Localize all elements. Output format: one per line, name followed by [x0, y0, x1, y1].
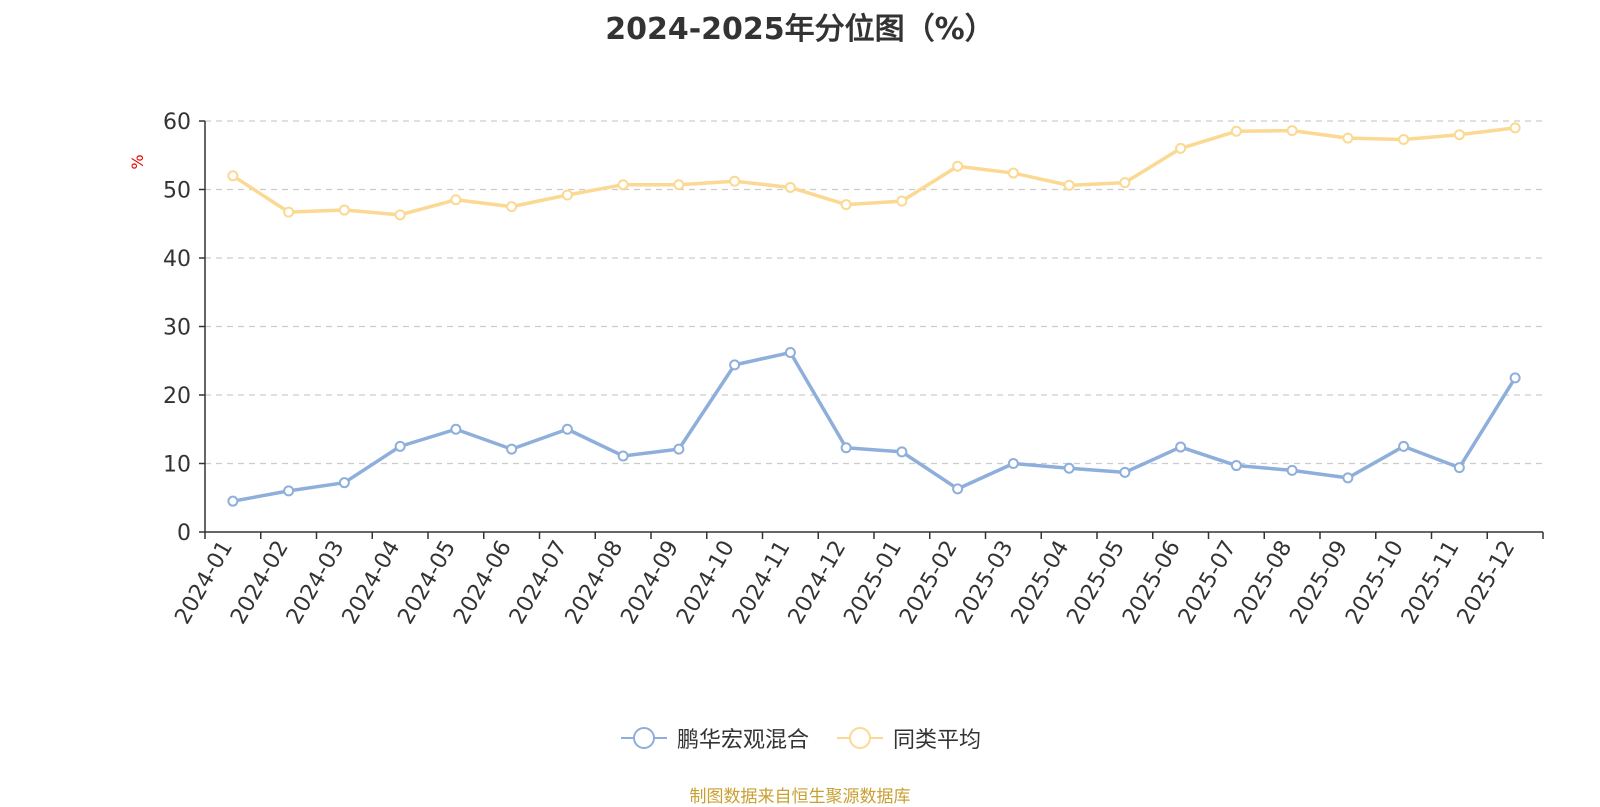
data-point [1509, 122, 1521, 134]
y-tick-label: 0 [177, 521, 191, 546]
data-point [227, 495, 239, 507]
data-point [227, 170, 239, 182]
y-tick-label: 60 [163, 110, 191, 135]
data-point [1230, 460, 1242, 472]
data-point [450, 194, 462, 206]
data-point [450, 423, 462, 435]
data-point [561, 189, 573, 201]
data-point [896, 446, 908, 458]
data-point [729, 175, 741, 187]
legend-item: 鹏华宏观混合 [619, 722, 809, 754]
data-point [338, 477, 350, 489]
data-point [840, 199, 852, 211]
line-chart: 0102030405060%2024-012024-022024-032024-… [128, 110, 1544, 629]
data-point [1119, 177, 1131, 189]
data-point [1286, 125, 1298, 137]
series-1 [227, 347, 1521, 507]
data-point [1398, 133, 1410, 145]
data-point [617, 179, 629, 191]
data-point [784, 347, 796, 359]
data-point [394, 440, 406, 452]
data-point [1342, 472, 1354, 484]
data-point [1119, 466, 1131, 478]
series-2 [227, 122, 1521, 221]
data-point [1063, 462, 1075, 474]
series-line [231, 126, 1516, 217]
series-line [232, 350, 1517, 503]
data-point [784, 181, 796, 193]
axes: 0102030405060%2024-012024-022024-032024-… [128, 110, 1544, 629]
data-point [617, 450, 629, 462]
data-point [1453, 129, 1465, 141]
source-note: 制图数据来自恒生聚源数据库 [689, 787, 911, 807]
data-point [1175, 142, 1187, 154]
y-axis-label: % [128, 154, 147, 169]
data-point [1286, 464, 1298, 476]
y-tick-label: 10 [163, 453, 191, 478]
data-point [506, 201, 518, 213]
grid-lines [205, 120, 1543, 465]
data-point [506, 443, 518, 455]
legend: 鹏华宏观混合 同类平均 [0, 722, 1600, 754]
data-point [673, 179, 685, 191]
legend-marker-icon [620, 727, 667, 749]
data-point [561, 423, 573, 435]
data-point [1453, 462, 1465, 474]
y-tick-label: 50 [163, 179, 191, 204]
data-point [394, 209, 406, 221]
data-point [1175, 441, 1187, 453]
data-point [673, 443, 685, 455]
chart-title: 2024-2025年分位图（%） [605, 12, 995, 47]
data-point [896, 195, 908, 207]
y-tick-label: 20 [163, 384, 191, 409]
y-tick-label: 40 [163, 247, 191, 272]
data-point [1398, 440, 1410, 452]
data-point [283, 485, 295, 497]
data-point [729, 359, 741, 371]
legend-marker-icon [837, 727, 883, 749]
legend-label: 同类平均 [893, 728, 982, 753]
y-tick-label: 30 [163, 316, 191, 341]
data-point [283, 206, 295, 218]
data-point [338, 204, 350, 216]
data-point [952, 483, 964, 495]
legend-label: 鹏华宏观混合 [676, 728, 809, 753]
data-point [952, 160, 964, 172]
data-point [1007, 167, 1019, 179]
data-point [1509, 372, 1521, 384]
data-point [1007, 458, 1019, 469]
legend-item: 同类平均 [835, 722, 981, 754]
data-point [840, 442, 852, 454]
data-point [1342, 132, 1354, 144]
series-layer [227, 122, 1521, 507]
data-point [1230, 125, 1242, 137]
data-point [1063, 179, 1075, 191]
